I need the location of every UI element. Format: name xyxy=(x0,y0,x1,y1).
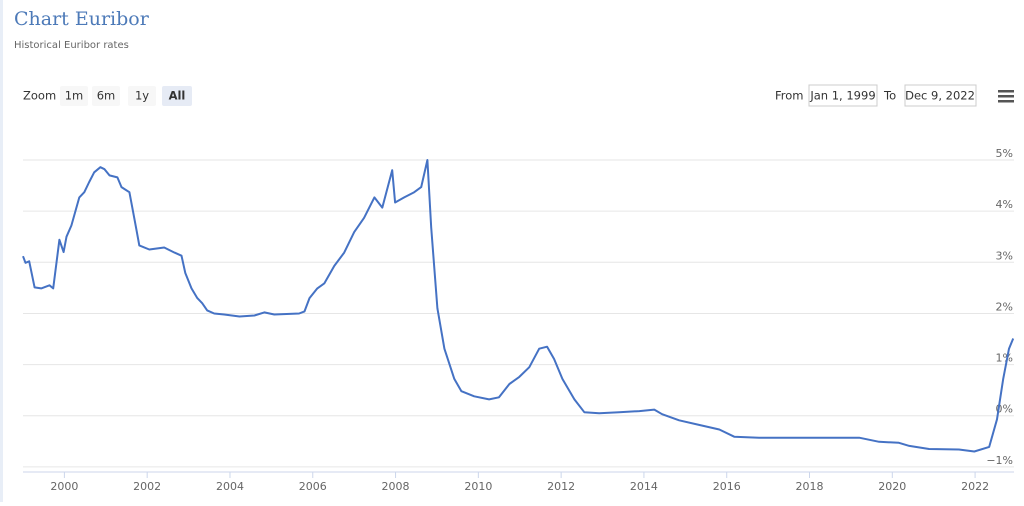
from-label: From xyxy=(775,89,804,103)
y-tick-label: −1% xyxy=(986,454,1013,467)
x-tick-label: 2020 xyxy=(878,480,906,493)
x-tick-label: 2022 xyxy=(961,480,989,493)
zoom-button[interactable] xyxy=(128,86,156,106)
zoom-button[interactable] xyxy=(60,86,88,106)
y-tick-label: 3% xyxy=(996,249,1013,262)
zoom-button-label[interactable]: All xyxy=(169,89,186,103)
to-label: To xyxy=(883,89,896,103)
zoom-button-label[interactable]: 6m xyxy=(97,89,116,103)
chart-title: Chart Euribor xyxy=(14,8,150,30)
line-series xyxy=(22,159,1015,453)
x-tick-label: 2018 xyxy=(796,480,824,493)
x-tick-label: 2016 xyxy=(713,480,741,493)
to-value[interactable]: Dec 9, 2022 xyxy=(905,89,975,103)
x-tick-label: 2010 xyxy=(464,480,492,493)
from-value[interactable]: Jan 1, 1999 xyxy=(809,89,875,103)
y-tick-label: 1% xyxy=(996,352,1013,365)
y-tick-label: 2% xyxy=(996,300,1013,313)
zoom-button[interactable] xyxy=(92,86,120,106)
to-input[interactable] xyxy=(904,84,977,107)
zoom-label: Zoom xyxy=(23,89,56,103)
zoom-button-label[interactable]: 1m xyxy=(65,89,84,103)
zoom-button[interactable] xyxy=(162,86,192,106)
left-border xyxy=(0,0,3,502)
x-tick-label: 2006 xyxy=(299,480,327,493)
from-input[interactable] xyxy=(808,84,878,107)
x-tick-label: 2000 xyxy=(50,480,78,493)
y-tick-label: 4% xyxy=(996,198,1013,211)
x-tick-label: 2004 xyxy=(216,480,244,493)
x-tick-label: 2014 xyxy=(630,480,658,493)
x-tick-label: 2002 xyxy=(133,480,161,493)
x-tick-label: 2008 xyxy=(382,480,410,493)
chart-subtitle: Historical Euribor rates xyxy=(14,40,129,51)
zoom-button-label[interactable]: 1y xyxy=(135,89,149,103)
menu-button[interactable] xyxy=(998,90,1014,103)
y-tick-label: 5% xyxy=(996,147,1013,160)
x-tick-label: 2012 xyxy=(547,480,575,493)
